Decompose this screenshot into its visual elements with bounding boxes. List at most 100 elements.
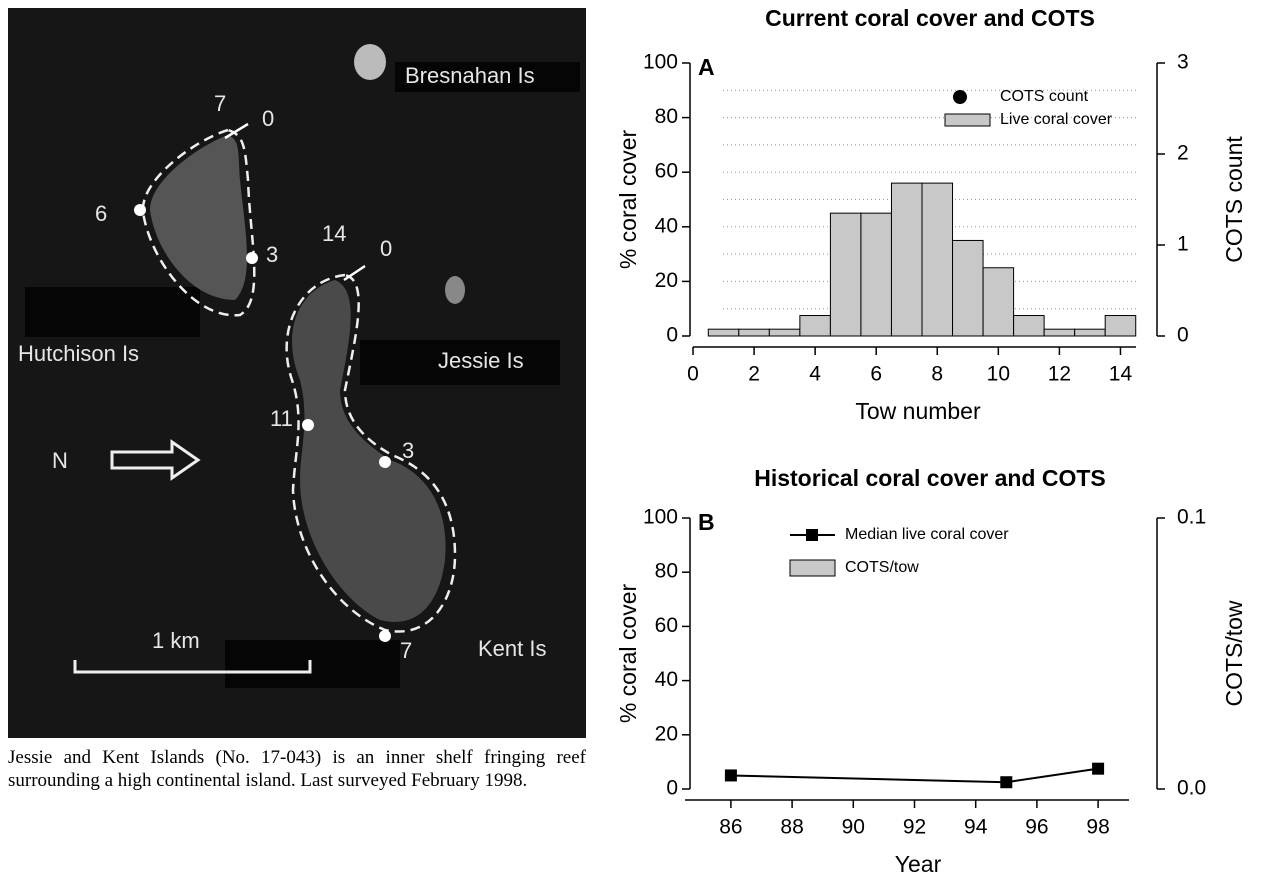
site-marker [224, 122, 249, 140]
x-tick-label: 14 [1109, 363, 1133, 386]
bar [707, 328, 740, 337]
point [724, 769, 737, 782]
y-tick-label: 60 [655, 160, 678, 183]
island-label: Jessie Is [438, 348, 524, 373]
reef-outline [285, 273, 457, 633]
chart-title: Current coral cover and COTS [765, 5, 1095, 31]
panel-label: A [698, 54, 715, 80]
site-marker [343, 264, 366, 282]
y-tick-label: 0 [666, 777, 678, 800]
panel-label: B [698, 509, 715, 535]
x-tick-label: 94 [964, 816, 988, 839]
site-marker [379, 456, 391, 468]
x-tick-label: 92 [903, 816, 926, 839]
caption: Jessie and Kent Islands (No. 17-043) is … [8, 747, 586, 791]
bar [1043, 328, 1076, 337]
bar [1013, 315, 1045, 337]
site-number: 3 [402, 438, 414, 463]
y2-tick-label: 0 [1177, 324, 1189, 347]
y-axis-label: % coral cover [615, 583, 641, 723]
island [354, 44, 386, 80]
site-marker [134, 204, 146, 216]
island [150, 135, 247, 300]
bar [768, 328, 801, 337]
site-number: 0 [262, 106, 274, 131]
y-tick-label: 80 [655, 105, 678, 128]
legend-swatch [789, 559, 836, 577]
island-label: Bresnahan Is [405, 63, 535, 88]
y-axis-label: % coral cover [615, 129, 641, 269]
x-tick-label: 12 [1048, 363, 1071, 386]
site-marker [302, 419, 314, 431]
bar [982, 267, 1015, 337]
y2-tick-label: 2 [1177, 142, 1189, 165]
y2-axis-label: COTS count [1221, 136, 1247, 263]
bar [799, 315, 831, 337]
island-label: Hutchison Is [18, 341, 139, 366]
bar [860, 212, 892, 337]
y-tick-label: 100 [643, 51, 678, 74]
site-marker [246, 252, 258, 264]
x-axis-label: Year [895, 851, 942, 877]
site-number: 11 [270, 406, 293, 431]
x-tick-label: 4 [809, 363, 821, 386]
x-axis-label: Tow number [855, 398, 981, 424]
y2-axis-label: COTS/tow [1221, 600, 1247, 706]
bar [829, 212, 862, 337]
label-box [25, 287, 200, 337]
reef-outline [141, 128, 256, 317]
y-tick-label: 20 [655, 722, 678, 745]
site-number: 14 [322, 221, 346, 246]
legend-label: COTS/tow [845, 559, 919, 576]
site-number: 6 [95, 201, 107, 226]
y2-tick-label: 0.0 [1177, 777, 1206, 800]
x-tick-label: 96 [1025, 816, 1048, 839]
y2-tick-label: 1 [1177, 233, 1189, 256]
y2-tick-label: 0.1 [1177, 506, 1206, 529]
y-tick-label: 80 [655, 560, 678, 583]
y-tick-label: 60 [655, 614, 678, 637]
bar [921, 182, 954, 337]
site-number: 7 [214, 91, 226, 116]
point [1092, 762, 1105, 775]
north-arrow [110, 439, 201, 481]
x-tick-label: 8 [931, 363, 943, 386]
bar [1104, 315, 1137, 337]
label-box [395, 62, 580, 92]
y-tick-label: 40 [655, 668, 678, 691]
island-label: Kent Is [478, 636, 546, 661]
site-number: 0 [380, 236, 392, 261]
satellite-image: Bresnahan Is Hutchison Is Jessie Is Kent… [8, 8, 586, 738]
x-tick-label: 98 [1086, 816, 1109, 839]
y-tick-label: 0 [666, 324, 678, 347]
y2-tick-label: 3 [1177, 51, 1189, 74]
x-tick-label: 10 [987, 363, 1010, 386]
line [730, 767, 1099, 784]
site-number: 3 [266, 242, 278, 267]
label-box [225, 640, 400, 688]
x-tick-label: 2 [748, 363, 760, 386]
legend-label: COTS count [1000, 88, 1089, 105]
x-tick-label: 6 [870, 363, 882, 386]
scale-bar [73, 660, 312, 674]
legend-label: Live coral cover [1000, 111, 1113, 128]
north-label: N [52, 448, 68, 473]
label-box [360, 340, 560, 385]
point [1000, 776, 1013, 789]
island [445, 276, 465, 304]
bar [738, 328, 770, 337]
x-tick-label: 90 [842, 816, 865, 839]
y-tick-label: 40 [655, 214, 678, 237]
x-tick-label: 0 [687, 363, 699, 386]
x-tick-label: 88 [780, 816, 803, 839]
legend-marker [953, 90, 967, 104]
legend-label: Median live coral cover [845, 526, 1009, 543]
y-tick-label: 20 [655, 269, 678, 292]
site-marker [379, 630, 391, 642]
legend-marker [806, 529, 818, 541]
x-tick-label: 86 [719, 816, 742, 839]
legend-swatch [944, 113, 991, 127]
bar [1074, 328, 1106, 337]
